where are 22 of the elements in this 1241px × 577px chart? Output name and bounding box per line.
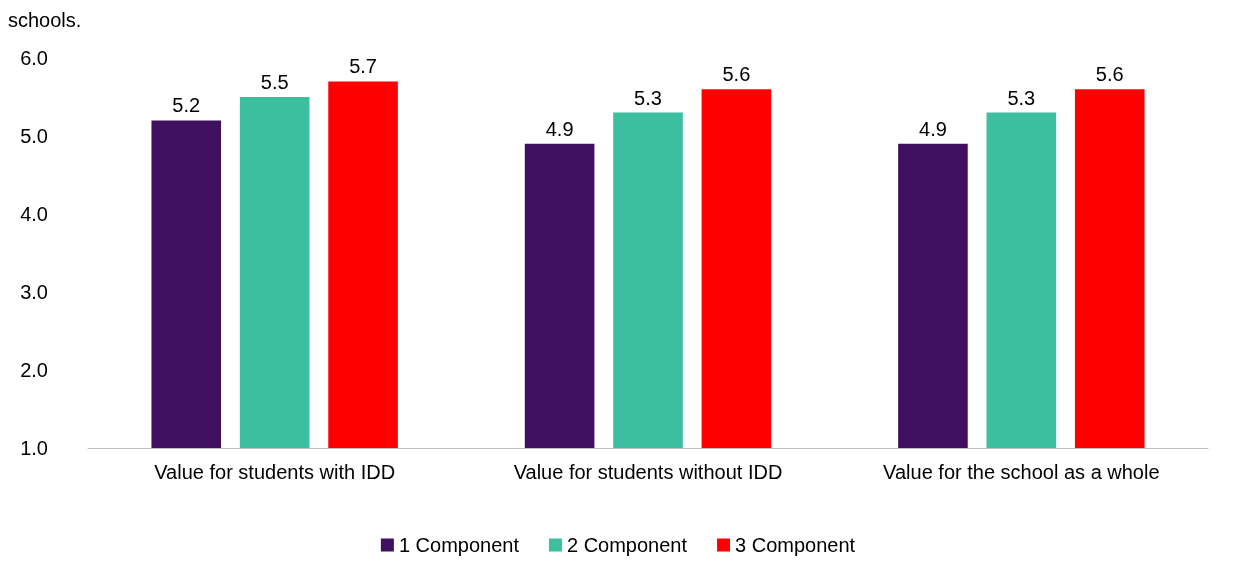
y-tick-label: 3.0 bbox=[20, 281, 48, 303]
data-label: 4.9 bbox=[545, 117, 574, 140]
y-tick-label: 2.0 bbox=[20, 359, 48, 381]
legend-label: 1 Component bbox=[398, 534, 520, 556]
data-label: 4.9 bbox=[919, 117, 947, 140]
y-tick-label: 1.0 bbox=[20, 437, 48, 459]
x-tick-label: Value for the school as a whole bbox=[883, 461, 1160, 483]
data-label: 5.3 bbox=[634, 86, 662, 109]
legend-label: 3 Component bbox=[735, 534, 856, 556]
data-label: 5.7 bbox=[349, 55, 377, 78]
x-tick-label: Value for students without IDD bbox=[513, 461, 783, 483]
data-label: 5.6 bbox=[722, 63, 751, 86]
y-tick-label: 5.0 bbox=[20, 125, 48, 147]
text: schools. bbox=[8, 9, 82, 31]
x-tick-label: Value for students with IDD bbox=[154, 461, 396, 483]
legend-label: 2 Component bbox=[566, 534, 688, 556]
data-label: 5.6 bbox=[1095, 63, 1124, 86]
data-label: 5.5 bbox=[260, 71, 289, 93]
data-label: 5.3 bbox=[1007, 86, 1036, 109]
y-tick-label: 4.0 bbox=[20, 203, 48, 225]
data-label: 5.2 bbox=[172, 94, 201, 117]
y-tick-label: 6.0 bbox=[20, 47, 48, 69]
